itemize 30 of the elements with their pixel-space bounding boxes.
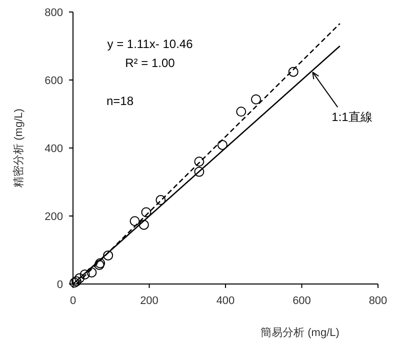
point [156, 195, 166, 206]
point [130, 216, 140, 226]
annotation: y = 1.11x- 10.46 [107, 37, 194, 51]
y-tick-label: 0 [56, 279, 63, 291]
point [138, 220, 149, 230]
point [288, 66, 298, 77]
point [86, 267, 97, 278]
annotation: n=18 [106, 94, 134, 108]
y-axis-title: 精密分析 (mg/L) [12, 108, 25, 188]
y-tick-label: 800 [44, 7, 63, 19]
y-tick-label: 200 [44, 211, 63, 223]
y-tick-label: 600 [44, 75, 63, 87]
x-tick-label: 0 [70, 295, 76, 307]
point [74, 273, 84, 284]
point [217, 140, 228, 150]
annotation: R² = 1.00 [125, 56, 176, 70]
point [194, 166, 204, 177]
x-tick-label: 200 [140, 295, 158, 307]
point [251, 94, 261, 104]
y-tick-label: 400 [44, 143, 63, 155]
x-tick-label: 400 [216, 295, 235, 307]
point [141, 207, 152, 218]
x-tick-label: 600 [292, 295, 311, 307]
point [103, 250, 114, 260]
point [194, 156, 204, 167]
x-tick-label: 800 [368, 295, 388, 307]
x-axis-title: 簡易分析 (mg/L) [260, 327, 340, 339]
point [80, 269, 90, 280]
point [236, 106, 246, 117]
annotation: 1:1直線 [332, 110, 372, 124]
